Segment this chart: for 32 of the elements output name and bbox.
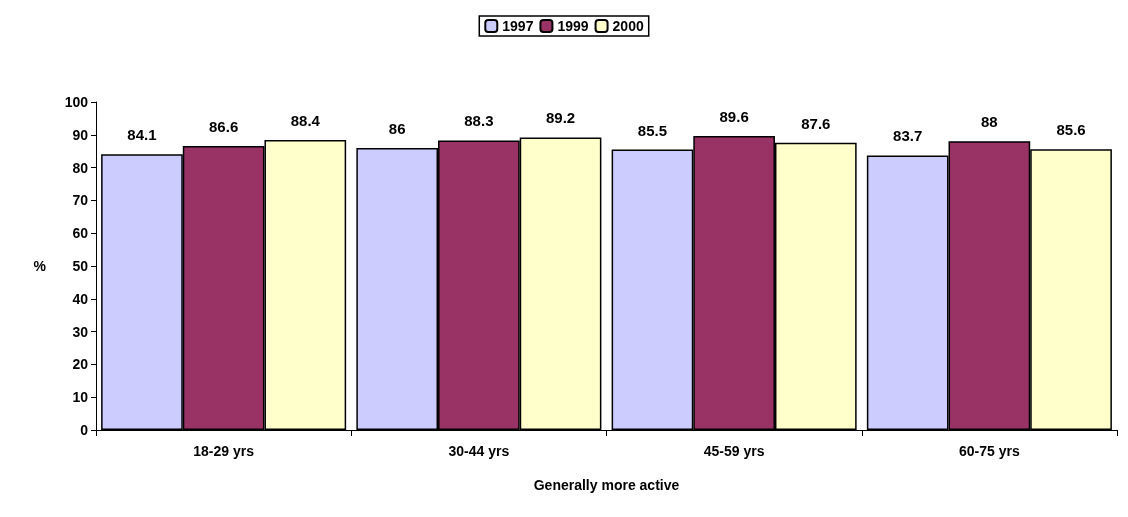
- y-tick-label: 0: [80, 422, 89, 438]
- data-label: 85.6: [1056, 121, 1086, 139]
- x-axis-title: Generally more active: [533, 477, 680, 493]
- data-label: 88: [981, 113, 998, 131]
- y-tick-label: 80: [72, 159, 89, 176]
- legend-label: 1997: [502, 18, 534, 34]
- data-label: 87.6: [801, 114, 831, 132]
- y-tick-label: 100: [64, 94, 89, 110]
- y-axis-title: %: [33, 258, 47, 274]
- y-tick-label: 10: [72, 389, 89, 406]
- y-tick-label: 30: [72, 323, 89, 340]
- y-tick-label: 90: [72, 126, 89, 143]
- data-label: 88.3: [464, 112, 494, 130]
- data-label: 84.1: [127, 126, 157, 144]
- y-tick-label: 70: [72, 192, 89, 209]
- y-tick-label: 20: [72, 356, 89, 373]
- y-tick-label: 60: [72, 225, 89, 242]
- x-tick-label: 18-29 yrs: [193, 443, 255, 459]
- x-tick-label: 30-44 yrs: [448, 443, 510, 459]
- data-label: 89.2: [545, 109, 576, 127]
- legend-label: 2000: [612, 18, 644, 34]
- data-label: 86.6: [209, 117, 239, 135]
- data-label: 86: [388, 119, 406, 137]
- x-tick-label: 60-75 yrs: [959, 443, 1020, 459]
- data-label: 85.5: [637, 121, 668, 139]
- legend-label: 1999: [557, 18, 589, 34]
- x-tick-label: 45-59 yrs: [703, 443, 765, 459]
- y-tick-label: 40: [72, 290, 89, 307]
- data-label: 83.7: [893, 127, 923, 145]
- y-tick-label: 50: [72, 258, 89, 274]
- data-label: 89.6: [719, 108, 749, 126]
- data-label: 88.4: [290, 112, 321, 130]
